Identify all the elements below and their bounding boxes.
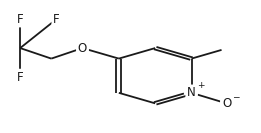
Text: N: N bbox=[187, 86, 196, 99]
Text: F: F bbox=[17, 13, 23, 26]
Text: +: + bbox=[197, 81, 205, 90]
Text: O: O bbox=[78, 42, 87, 55]
Text: F: F bbox=[17, 70, 23, 84]
Text: −: − bbox=[232, 92, 240, 101]
Text: O: O bbox=[222, 97, 231, 110]
Text: F: F bbox=[53, 13, 60, 26]
